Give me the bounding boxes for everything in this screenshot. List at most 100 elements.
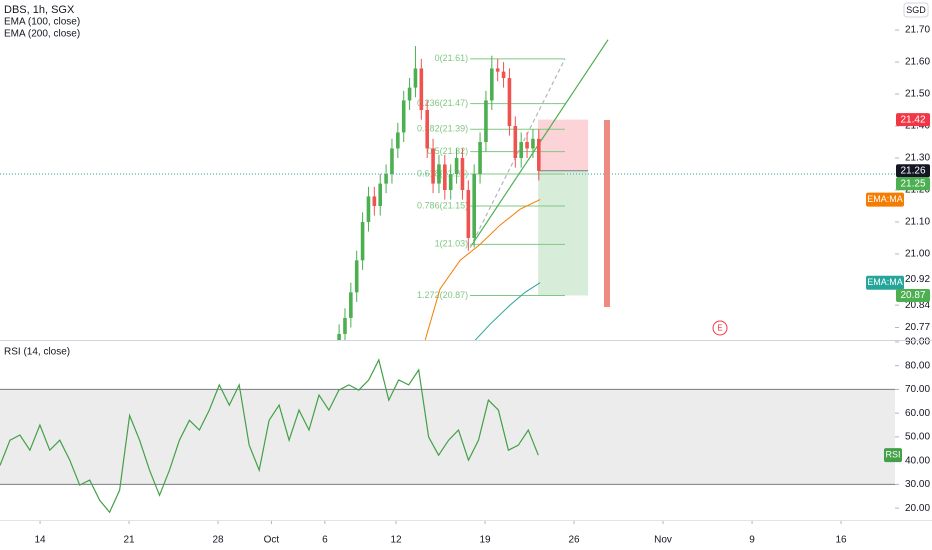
y-tick-label: 90.00 [905,337,930,348]
x-tick-label: Oct [264,535,280,546]
fib-label: 0.786(21.15) [417,200,468,210]
y-tick-label: 21.30 [905,153,930,164]
y-tick-label: 20.00 [905,503,930,514]
y-tick-label: 21.50 [905,89,930,100]
rsi-band [0,389,895,485]
price-label-text: 21.26 [900,165,925,176]
candle-body [472,173,476,238]
event-marker [712,320,728,336]
legend-entry: EMA (100, close) [4,17,80,28]
x-tick-label: 14 [34,535,46,546]
x-tick-label: 26 [568,535,580,546]
rsi-title: RSI (14, close) [4,347,70,358]
candle-body [384,173,388,184]
ema-tag-text: EMA:MA [867,194,903,204]
fib-label: 0.382(21.39) [417,124,468,134]
rsi-pane [0,358,895,514]
target-zone [538,170,589,296]
candle-body [513,126,518,159]
y-tick-label: 21.70 [905,25,930,36]
candle-body [343,317,347,334]
candle-body [337,333,341,340]
fib-label: 0.5(21.32) [427,146,468,156]
x-tick-label: 28 [212,535,224,546]
price-label-text: 21.42 [900,114,925,125]
ema-tag [866,192,904,207]
candle-body [431,148,435,184]
candle-body [407,87,412,101]
candle-body [378,183,383,206]
price-label-text: 20.87 [900,290,925,301]
candle-body [443,164,447,190]
axes: 20.7720.8420.9221.0021.1021.2021.3021.40… [34,25,930,546]
y-tick-label: 21.40 [905,121,930,132]
candle-body [425,110,429,149]
candle-body [454,158,459,174]
x-tick-label: 12 [390,535,402,546]
candle-body [390,148,394,174]
y-tick-label: 20.92 [905,274,930,285]
y-tick-label: 20.77 [905,322,930,333]
rsi-axis-label [884,448,902,463]
candle-body [354,260,359,293]
ema-tag [866,275,904,290]
y-tick-label: 60.00 [905,408,930,419]
y-tick-label: 21.00 [905,249,930,260]
price-label-text: 21.25 [900,178,925,189]
y-tick-label: 20.84 [905,300,930,311]
rsi-axis-label-text: RSI [885,450,900,460]
candle-body [401,100,406,133]
range-bar [604,120,610,307]
event-label: E [717,324,722,333]
candle-body [419,68,424,111]
fib-label: 0(21.61) [435,53,469,63]
x-tick-label: 16 [835,535,847,546]
fib-label: 1(21.03) [435,239,469,249]
y-tick-label: 21.10 [905,217,930,228]
y-tick-label: 21.60 [905,57,930,68]
rsi-line [0,358,539,514]
candle-body [501,71,506,79]
candle-body [413,68,418,88]
candle-body [437,164,441,184]
candle-body [531,138,535,149]
candle-body [490,68,494,101]
y-tick-label: 80.00 [905,360,930,371]
price-label [896,177,930,191]
candle-body [519,142,523,159]
ema-line [474,282,541,340]
currency-box [903,2,929,18]
x-tick-label: 21 [123,535,135,546]
candle-body [360,221,365,261]
candle-body [537,138,541,171]
fib-label: 1.272(20.87) [417,290,468,300]
candle-body [448,173,453,190]
candle-body [349,292,353,318]
x-tick-label: Nov [654,535,672,546]
candle-body [366,196,371,222]
trendline [469,58,566,248]
x-tick-label: 6 [322,535,328,546]
candle-body [460,158,465,190]
fib-label: 0.236(21.47) [417,98,468,108]
y-tick-label: 70.00 [905,384,930,395]
candle-body [478,142,482,174]
stop-zone [538,119,589,171]
y-tick-label: 30.00 [905,479,930,490]
price-label [896,289,930,303]
ema-tag-text: EMA:MA [867,277,903,287]
y-tick-label: 50.00 [905,432,930,443]
candle-body [495,68,500,72]
candle-body [466,189,471,238]
currency: SGD [906,5,926,15]
candle-body [507,78,512,127]
price-label [896,113,930,127]
price-label [896,164,930,178]
x-tick-label: 9 [749,535,755,546]
symbol-title: DBS, 1h, SGX [4,4,75,16]
candle-body [525,142,529,149]
candle-body [372,196,377,206]
x-tick-label: 19 [479,535,491,546]
candle-body [396,132,400,149]
